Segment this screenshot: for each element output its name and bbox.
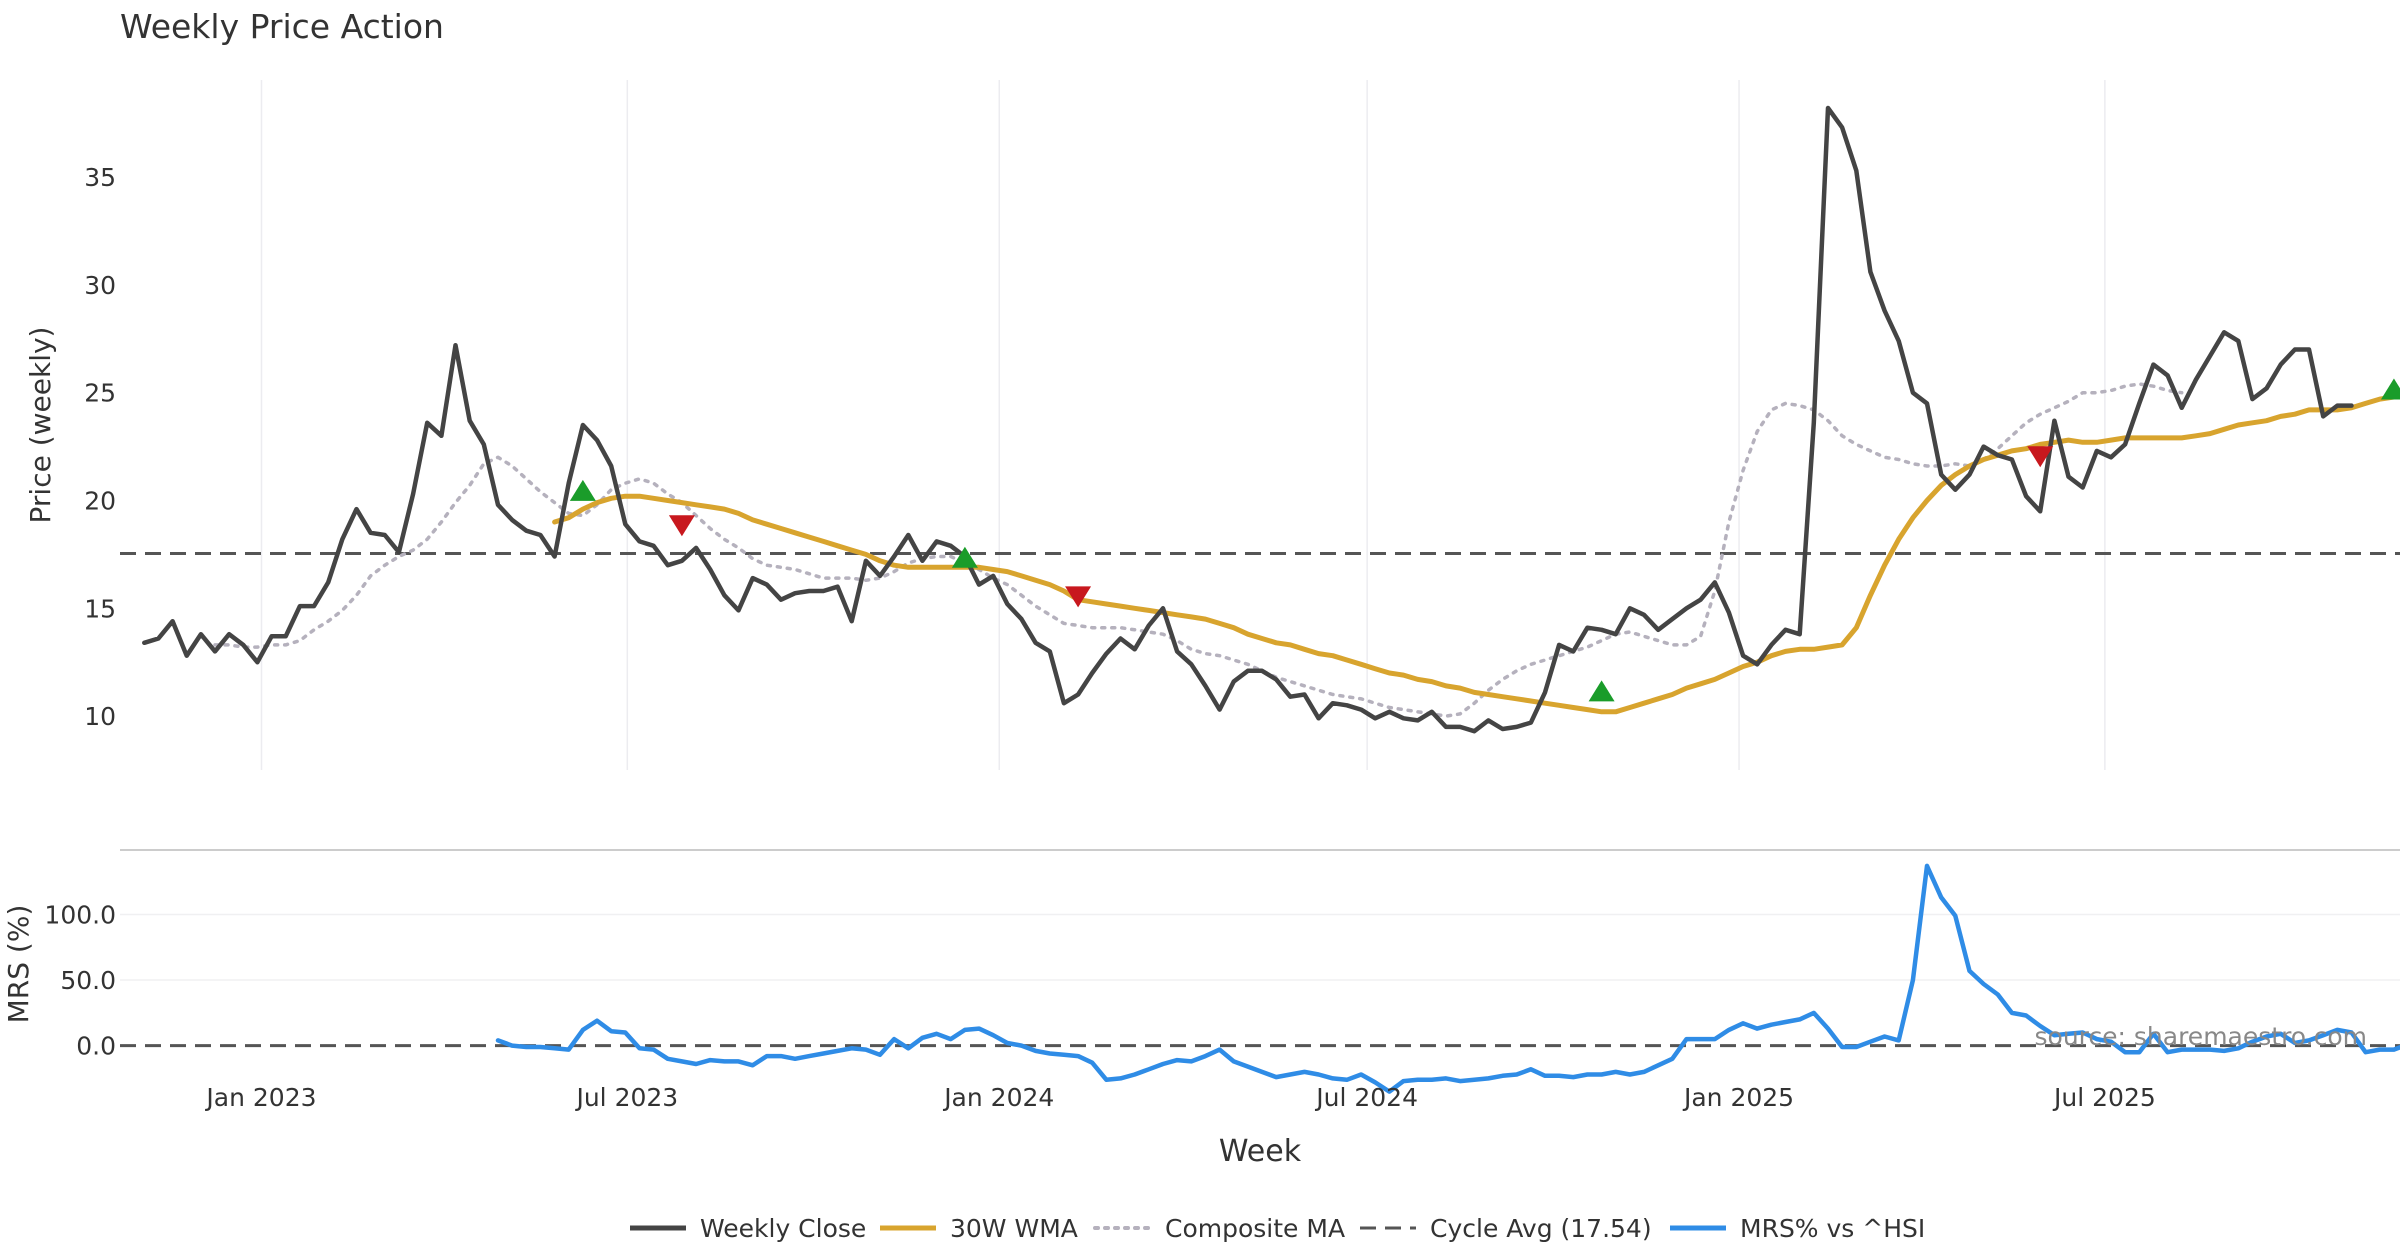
price-y-tick-35: 35 bbox=[84, 163, 116, 192]
x-axis-label: Week bbox=[1219, 1134, 1302, 1169]
price-y-axis-label: Price (weekly) bbox=[24, 327, 57, 524]
buy-signal-marker-0 bbox=[569, 479, 596, 501]
legend-label-3: Cycle Avg (17.54) bbox=[1430, 1214, 1652, 1243]
price-y-tick-30: 30 bbox=[84, 271, 116, 300]
price-y-tick-20: 20 bbox=[84, 486, 116, 515]
series-weekly-close bbox=[142, 105, 2354, 734]
x-tick-jan-2025: Jan 2025 bbox=[1682, 1083, 1794, 1112]
buy-signal-marker-1 bbox=[951, 546, 978, 568]
legend-label-2: Composite MA bbox=[1165, 1214, 1345, 1243]
series-composite-ma bbox=[213, 382, 2184, 718]
price-gridlines bbox=[260, 80, 2106, 770]
x-tick-jan-2024: Jan 2024 bbox=[942, 1083, 1054, 1112]
buy-signal-marker-3 bbox=[2380, 378, 2400, 400]
x-tick-jan-2023: Jan 2023 bbox=[204, 1083, 316, 1112]
mrs-y-tick-100.0: 100.0 bbox=[44, 900, 116, 929]
source-annotation: source: sharemaestro.com bbox=[2035, 1022, 2368, 1051]
sell-signal-marker-2 bbox=[2027, 446, 2054, 468]
x-tick-jul-2024: Jul 2024 bbox=[1314, 1083, 1418, 1112]
sell-signal-marker-0 bbox=[668, 515, 695, 537]
price-y-tick-10: 10 bbox=[84, 702, 116, 731]
legend-label-0: Weekly Close bbox=[700, 1214, 866, 1243]
price-chart-title: Weekly Price Action bbox=[120, 7, 444, 46]
price-y-tick-labels: 10 15 20 25 30 35 bbox=[84, 163, 116, 731]
x-tick-jul-2025: Jul 2025 bbox=[2052, 1083, 2156, 1112]
buy-signal-marker-2 bbox=[1588, 680, 1615, 702]
legend-item-0: Weekly Close bbox=[630, 1214, 866, 1243]
mrs-gridlines bbox=[120, 913, 2400, 981]
x-tick-jul-2023: Jul 2023 bbox=[574, 1083, 678, 1112]
series-30w-wma bbox=[552, 394, 2400, 715]
mrs-y-axis-label: MRS (%) bbox=[2, 905, 35, 1024]
price-y-tick-25: 25 bbox=[84, 379, 116, 408]
legend-label-4: MRS% vs ^HSI bbox=[1740, 1214, 1925, 1243]
mrs-y-tick-50.0: 50.0 bbox=[60, 966, 116, 995]
sell-signal-marker-1 bbox=[1065, 586, 1092, 608]
legend-item-1: 30W WMA bbox=[880, 1214, 1078, 1243]
mrs-series-line bbox=[495, 863, 2400, 1094]
legend-item-4: MRS% vs ^HSI bbox=[1670, 1214, 1925, 1243]
mrs-panel: MRS (%) 0.0 50.0 100.0 source: sharemaestr… bbox=[2, 863, 2400, 1169]
legend: Weekly Close 30W WMA Composite MA Cycle Avg… bbox=[630, 1214, 1925, 1243]
price-series-lines bbox=[142, 105, 2400, 734]
price-panel: Weekly Price Action Price (weekly) 10 15 2… bbox=[24, 7, 2400, 770]
series-mrs-vs-hsi bbox=[495, 863, 2400, 1094]
legend-label-1: 30W WMA bbox=[950, 1214, 1078, 1243]
mrs-y-tick-labels: 0.0 50.0 100.0 bbox=[44, 900, 116, 1060]
legend-item-2: Composite MA bbox=[1093, 1214, 1345, 1243]
x-tick-labels: Jan 2023 Jul 2023 Jan 2024 Jul 2024 Jan 2025… bbox=[204, 1083, 2155, 1112]
signal-markers bbox=[569, 378, 2400, 702]
legend-item-3: Cycle Avg (17.54) bbox=[1360, 1214, 1652, 1243]
price-y-tick-15: 15 bbox=[84, 594, 116, 623]
mrs-y-tick-0.0: 0.0 bbox=[76, 1032, 116, 1061]
